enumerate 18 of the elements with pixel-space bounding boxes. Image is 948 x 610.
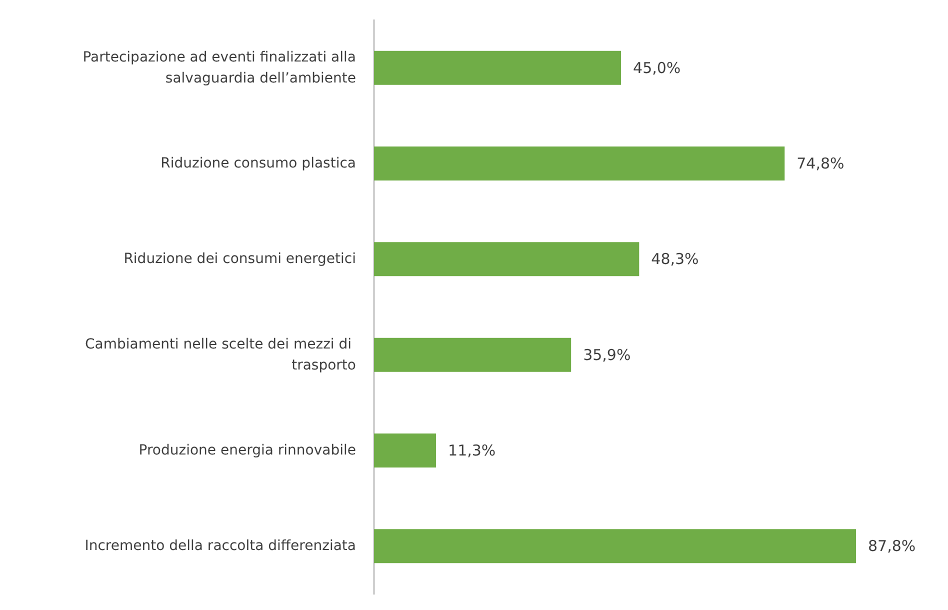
bar bbox=[374, 242, 640, 276]
data-label: 45,0% bbox=[633, 58, 681, 77]
bar bbox=[374, 50, 622, 85]
bar bbox=[374, 146, 785, 180]
data-label: 74,8% bbox=[796, 154, 844, 172]
data-label: 11,3% bbox=[448, 442, 496, 460]
y-tick-label: Riduzione dei consumi energetici bbox=[124, 251, 356, 268]
y-tick-label: Riduzione consumo plastica bbox=[160, 156, 356, 172]
y-tick-label: Partecipazione ad eventi finalizzati alla salvaguardia dell’ambiente bbox=[82, 49, 356, 86]
bar bbox=[374, 434, 436, 468]
y-tick-label: Cambiamenti nelle scelte dei mezzi di trasporto bbox=[84, 336, 356, 374]
bar bbox=[374, 529, 856, 564]
y-tick-label: Incremento della raccolta differenziata bbox=[84, 538, 356, 554]
data-label: 87,8% bbox=[868, 537, 916, 556]
data-label: 48,3% bbox=[651, 250, 699, 268]
data-label: 35,9% bbox=[583, 346, 631, 364]
bar bbox=[374, 338, 572, 372]
y-tick-label: Produzione energia rinnovabile bbox=[138, 442, 356, 458]
